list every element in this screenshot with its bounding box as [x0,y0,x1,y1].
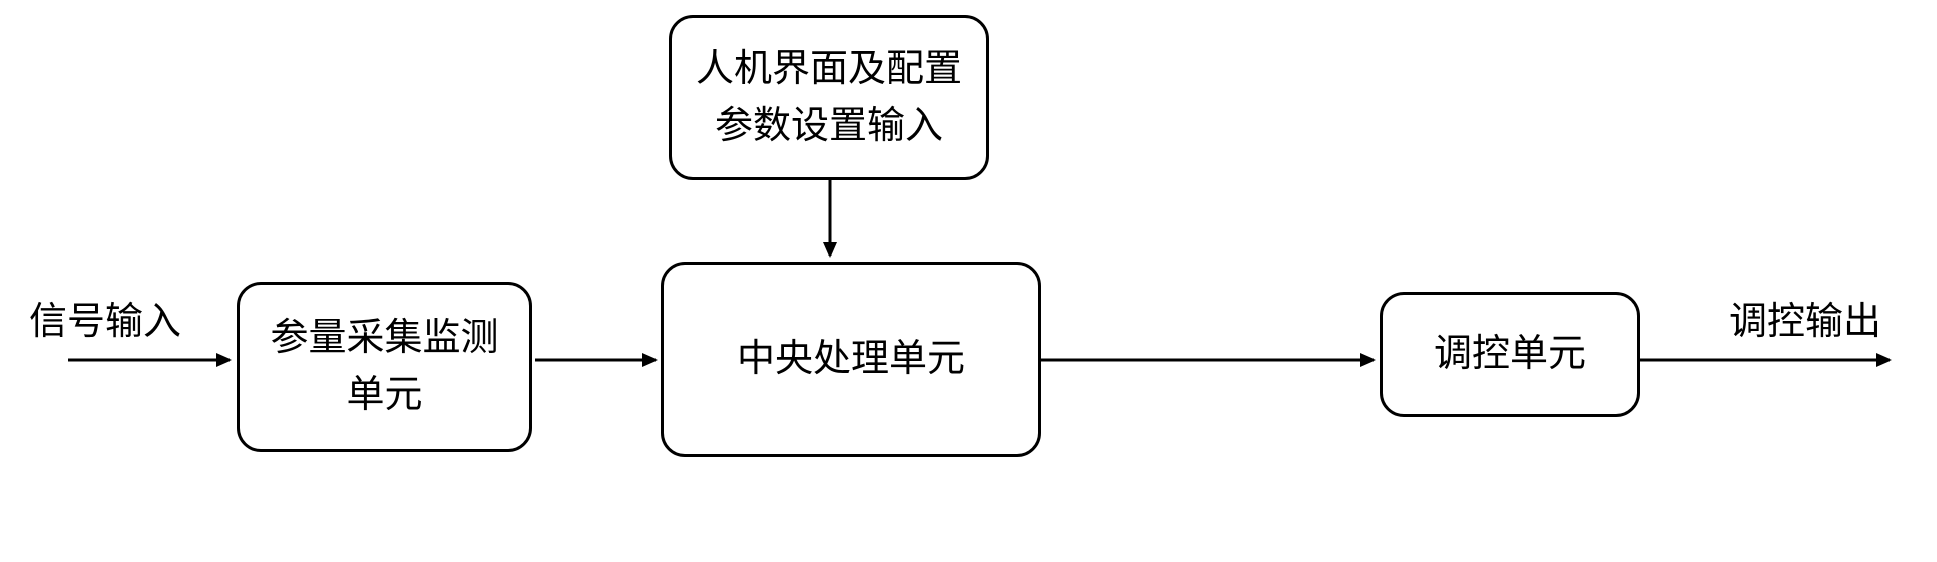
arrows-layer [0,0,1937,562]
